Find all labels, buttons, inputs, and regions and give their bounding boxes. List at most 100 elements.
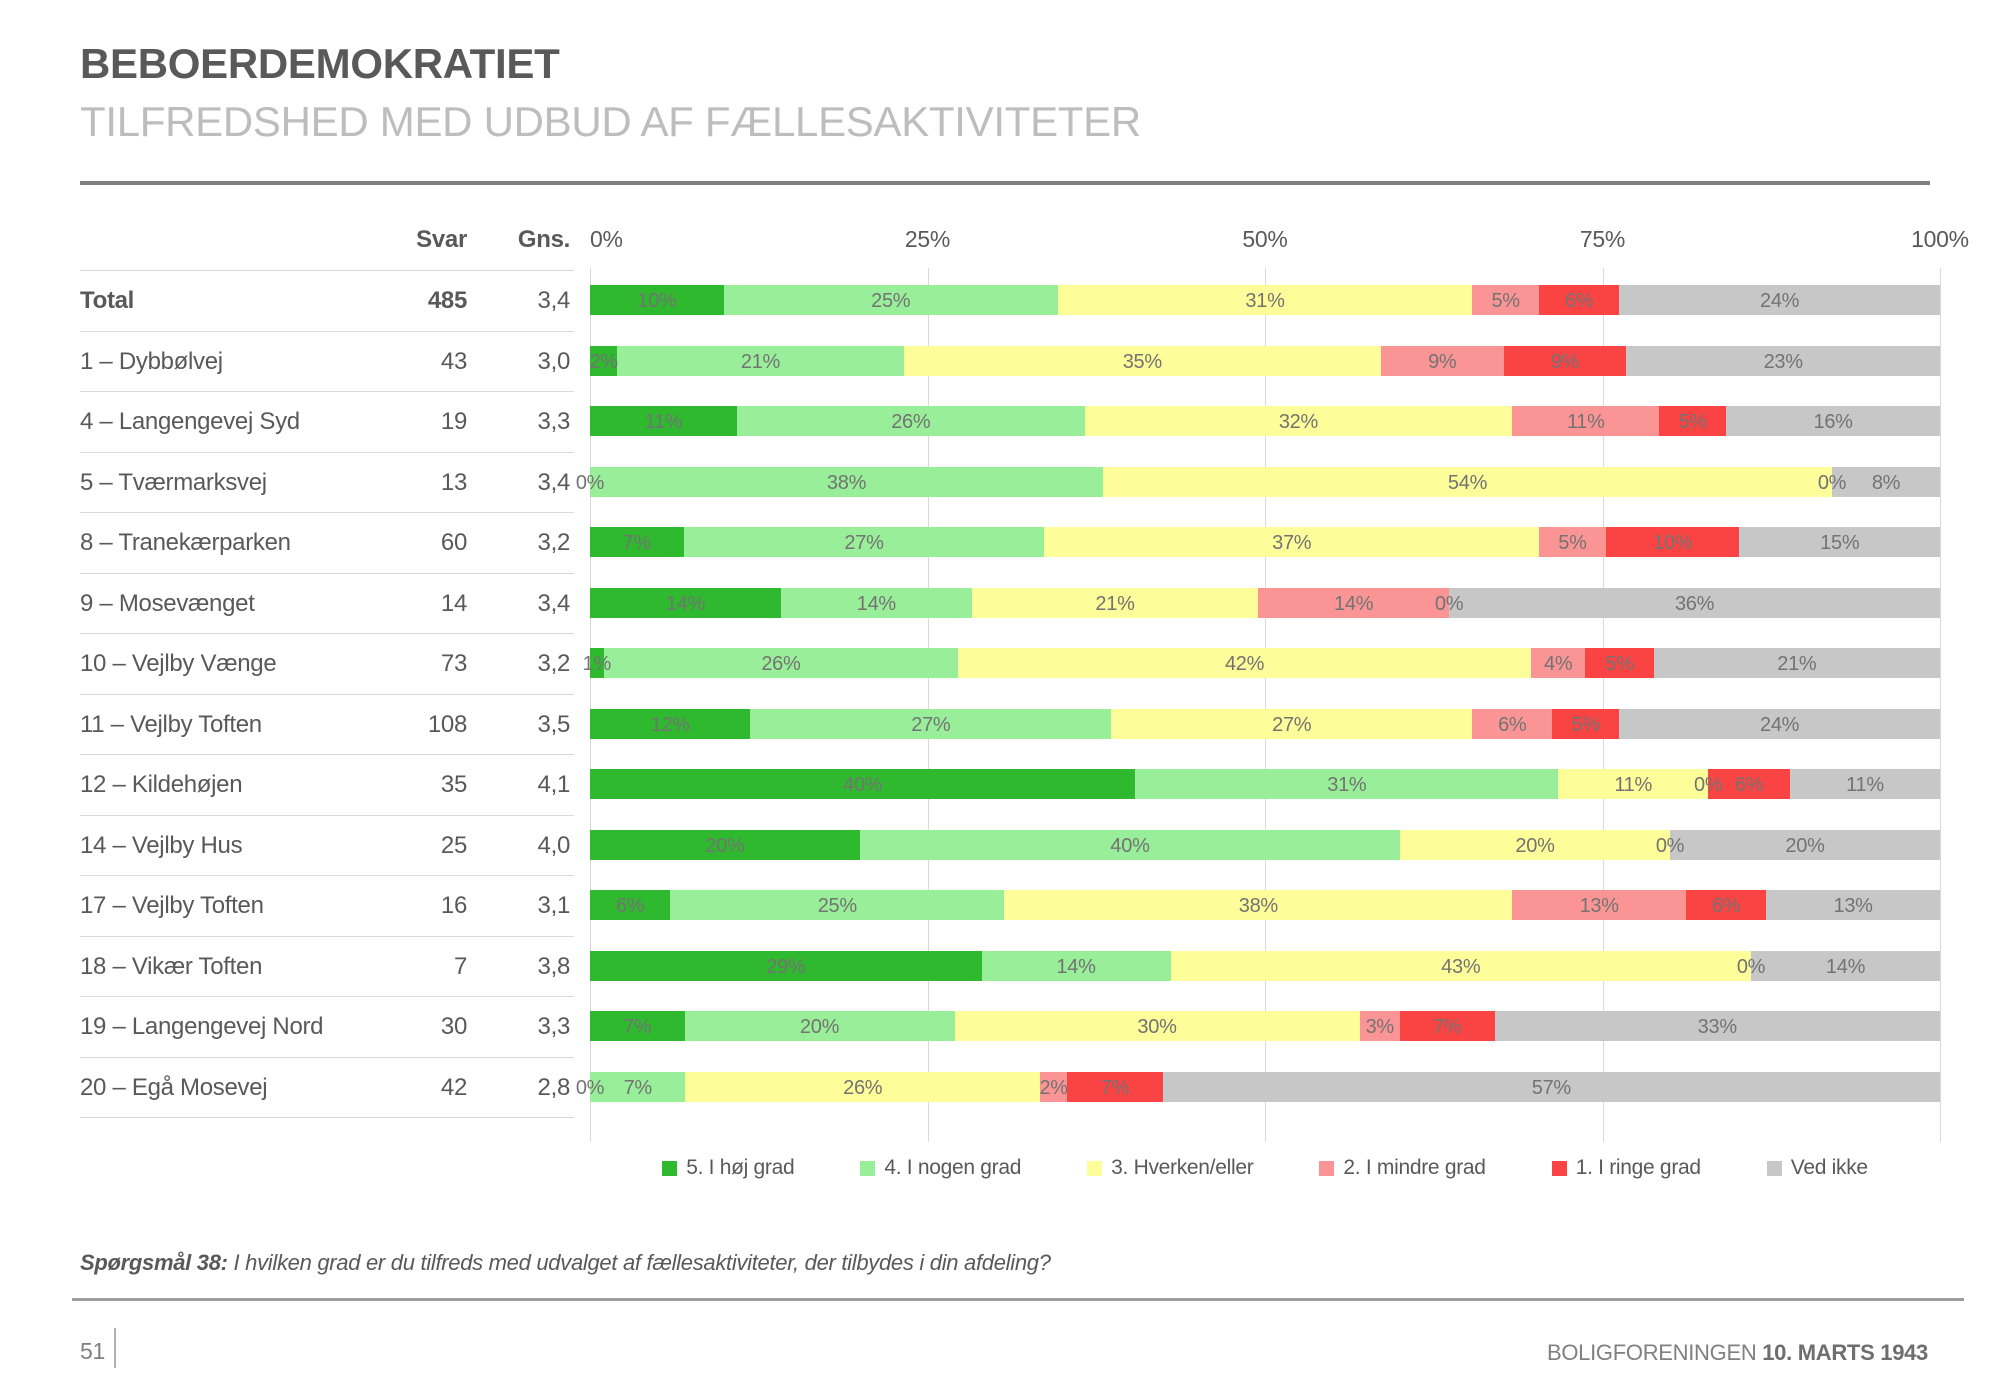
bar-segment — [1585, 648, 1654, 678]
gridline — [1940, 268, 1941, 1142]
bar-segment — [1472, 708, 1553, 739]
row-gns-value: 3,8 — [537, 952, 571, 980]
table-row-separator — [80, 875, 574, 876]
bar-segment — [903, 345, 1381, 376]
bar-segment — [1659, 406, 1727, 436]
row-label: 20 – Egå Mosevej — [80, 1073, 268, 1101]
bar-segment — [1004, 890, 1513, 920]
bar-value-label: 6% — [615, 895, 645, 917]
bar-value-label: 8% — [1871, 471, 1901, 494]
bar-value-label: 14% — [665, 592, 706, 615]
bar-value-label: 0% — [1434, 592, 1464, 615]
bar-segment — [590, 829, 860, 860]
row-svar-value: 42 — [440, 1073, 467, 1101]
gridline — [1602, 268, 1604, 1142]
bar-value-label: 7% — [623, 1016, 652, 1038]
bar-segment — [723, 285, 1058, 315]
legend-swatch — [1319, 1160, 1335, 1176]
table-row-separator — [80, 270, 574, 271]
stacked-bar — [590, 466, 1940, 497]
bar-segment — [590, 1071, 686, 1102]
stacked-bar — [590, 285, 1940, 315]
bar-value-label: 0% — [1736, 955, 1766, 978]
bar-segment — [954, 1011, 1360, 1041]
bar-value-label: 25% — [817, 895, 857, 917]
row-svar-value: 43 — [440, 347, 467, 375]
bar-segment — [750, 708, 1112, 739]
bar-value-label: 0% — [1655, 834, 1685, 857]
row-gns-value: 3,3 — [537, 1013, 571, 1040]
footnote: Spørgsmål 38: I hvilken grad er du tilfr… — [80, 1250, 1051, 1276]
row-svar-value: 35 — [440, 771, 467, 798]
legend-label: 1. I ringe grad — [1575, 1156, 1701, 1179]
bar-value-label: 27% — [911, 713, 951, 736]
stacked-bar — [590, 345, 1940, 376]
row-svar-value: 25 — [440, 831, 467, 859]
bar-value-label: 5% — [1558, 532, 1587, 554]
row-gns-value: 3,3 — [537, 408, 571, 435]
bar-value-label: 32% — [1278, 411, 1318, 433]
bar-value-label: 11% — [1846, 774, 1884, 796]
bar-segment — [590, 527, 684, 557]
column-header-gns: Gns. — [517, 226, 570, 253]
bar-segment — [1619, 708, 1940, 739]
bar-segment — [958, 648, 1531, 678]
row-svar-value: 60 — [440, 529, 467, 556]
table-row-separator — [80, 451, 574, 453]
bar-value-label: 40% — [843, 774, 883, 796]
bar-value-label: 24% — [1760, 290, 1800, 312]
row-gns-value: 3,4 — [537, 468, 571, 496]
legend-label: 3. Hverken/eller — [1111, 1156, 1254, 1179]
table-row-separator — [80, 814, 574, 816]
bar-value-label: 5% — [1571, 713, 1601, 736]
table-row-separator — [80, 1117, 574, 1118]
bar-segment — [617, 345, 904, 376]
bar-segment — [590, 769, 1136, 799]
row-gns-value: 3,1 — [537, 892, 571, 919]
row-svar-value: 16 — [440, 892, 467, 919]
legend-swatch — [1766, 1160, 1782, 1176]
bar-value-label: 14% — [1056, 955, 1096, 978]
legend: 5. I høj grad 4. I nogen grad 3. Hverken/e… — [590, 1156, 1940, 1180]
legend-item: 1. I ringe grad — [1551, 1156, 1701, 1180]
row-svar-value: 485 — [427, 287, 467, 314]
bar-value-label: 1% — [582, 653, 612, 675]
bar-value-label: 11% — [1566, 411, 1605, 433]
bar-value-label: 16% — [1813, 411, 1853, 433]
table-row-separator — [80, 693, 574, 695]
bar-segment — [1170, 950, 1751, 981]
bar-segment — [1686, 890, 1767, 920]
footer-org: BOLIGFORENINGEN — [1547, 1340, 1757, 1365]
table-row-separator — [80, 996, 574, 997]
bar-segment — [737, 406, 1085, 436]
bar-value-label: 7% — [623, 1076, 653, 1099]
bar-segment — [684, 1011, 955, 1041]
bar-segment — [780, 587, 972, 618]
bar-value-label: 10% — [1653, 532, 1693, 554]
bar-value-label: 20% — [799, 1016, 840, 1038]
stacked-bar — [590, 769, 1940, 799]
table-row-separator — [80, 572, 574, 574]
bar-segment — [590, 648, 604, 678]
bar-segment — [1494, 1011, 1940, 1041]
row-gns-value: 4,1 — [537, 771, 571, 798]
bar-value-label: 38% — [1238, 895, 1278, 917]
bar-value-label: 7% — [1433, 1016, 1462, 1038]
bar-segment — [1530, 648, 1586, 678]
bar-value-label: 20% — [1785, 834, 1825, 857]
bar-value-label: 2% — [1039, 1076, 1068, 1099]
table-row-separator — [80, 391, 574, 392]
row-label: 14 – Vejlby Hus — [80, 831, 243, 859]
bar-segment — [1162, 1071, 1940, 1102]
bar-segment — [1766, 890, 1940, 920]
bar-segment — [981, 950, 1171, 981]
bar-value-label: 23% — [1763, 350, 1803, 373]
bar-segment — [1626, 345, 1940, 376]
table-row-separator — [80, 935, 574, 937]
stacked-bar — [590, 829, 1940, 860]
bar-value-label: 6% — [1711, 895, 1741, 917]
bar-value-label: 14% — [1825, 955, 1866, 978]
bar-value-label: 25% — [871, 290, 911, 312]
stacked-bar — [590, 406, 1940, 436]
bar-value-label: 43% — [1441, 955, 1481, 978]
